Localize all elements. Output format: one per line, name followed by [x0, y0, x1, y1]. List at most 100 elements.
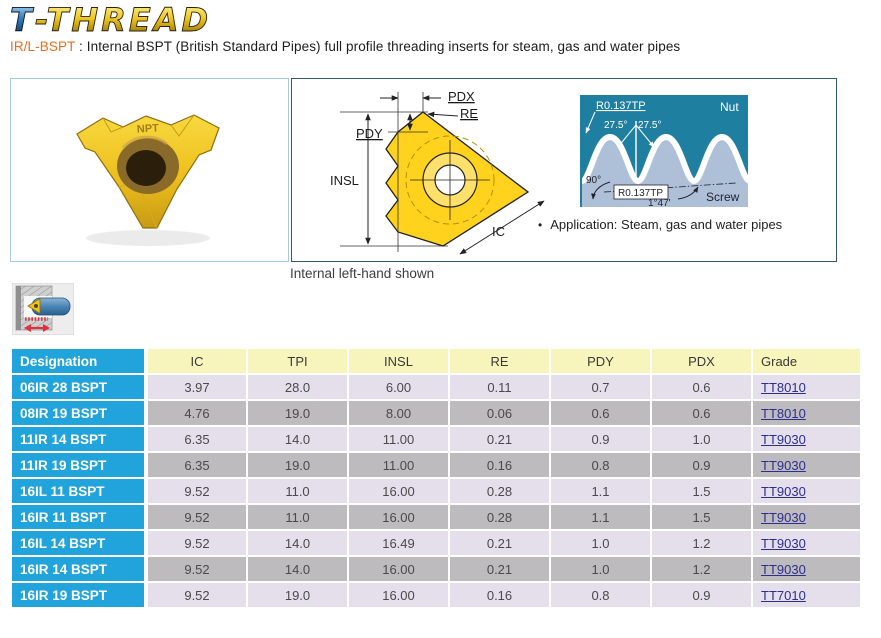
spec-value-cell: 0.6 — [650, 399, 753, 427]
header-re: RE — [448, 347, 551, 375]
t-thread-logo-image: T -THREAD — [10, 1, 209, 40]
grade-cell: TT9030 — [751, 555, 862, 583]
flank-angle-left-label: 27.5° — [604, 120, 627, 131]
spec-value-cell: 11.0 — [246, 503, 349, 531]
designation-cell: 16IL 14 BSPT — [10, 529, 148, 557]
spec-value-cell: 16.00 — [347, 477, 450, 505]
spec-value-cell: 9.52 — [145, 529, 248, 557]
application-note: • Application: Steam, gas and water pipes — [538, 217, 782, 232]
header-pdy: PDY — [549, 347, 652, 375]
grade-link[interactable]: TT9030 — [761, 535, 806, 551]
figure-caption: Internal left-hand shown — [290, 266, 435, 281]
header-tpi: TPI — [246, 347, 349, 375]
designation-cell: 06IR 28 BSPT — [10, 373, 148, 401]
pdy-dim-label: PDY — [356, 126, 383, 141]
subtitle-description: Internal BSPT (British Standard Pipes) f… — [86, 39, 681, 54]
spec-value-cell: 1.1 — [549, 477, 652, 505]
spec-value-cell: 1.1 — [549, 503, 652, 531]
spec-value-cell: 16.00 — [347, 555, 450, 583]
nut-label: Nut — [720, 100, 739, 114]
spec-value-cell: 0.16 — [448, 451, 551, 479]
thread-profile-image: R0.137TP Nut 27.5° 27.5° 90° R0.137TP 1°… — [580, 95, 748, 207]
table-row: 11IR 14 BSPT 6.35 14.0 11.00 0.21 0.9 1.0 TT903… — [10, 425, 862, 453]
spec-value-cell: 16.49 — [347, 529, 450, 557]
spec-value-cell: 19.0 — [246, 451, 349, 479]
grade-link[interactable]: TT7010 — [761, 587, 806, 603]
spec-value-cell: 0.9 — [650, 451, 753, 479]
grade-link[interactable]: TT9030 — [761, 457, 806, 473]
screw-label: Screw — [706, 190, 740, 204]
table-row: 11IR 19 BSPT 6.35 19.0 11.00 0.16 0.8 0.9 TT903… — [10, 451, 862, 479]
right-angle-label: 90° — [586, 175, 601, 186]
flank-angle-right-label: 27.5° — [638, 120, 661, 131]
spec-value-cell: 6.35 — [145, 451, 248, 479]
t-thread-logo: T -THREAD — [8, 1, 353, 43]
header-grade: Grade — [751, 347, 862, 375]
table-row: 16IR 11 BSPT 9.52 11.0 16.00 0.28 1.1 1.5 TT903… — [10, 503, 862, 531]
spec-value-cell: 11.00 — [347, 451, 450, 479]
spec-value-cell: 19.0 — [246, 399, 349, 427]
designation-cell: 16IR 14 BSPT — [10, 555, 148, 583]
grade-cell: TT9030 — [751, 503, 862, 531]
header-designation: Designation — [10, 347, 148, 375]
table-row: 16IL 11 BSPT 9.52 11.0 16.00 0.28 1.1 1.5 TT903… — [10, 477, 862, 505]
spec-value-cell: 0.21 — [448, 555, 551, 583]
logo-text-t: T — [10, 2, 35, 38]
insl-dim-label: INSL — [330, 173, 359, 188]
grade-cell: TT9030 — [751, 477, 862, 505]
spec-value-cell: 1.5 — [650, 477, 753, 505]
spec-value-cell: 11.0 — [246, 477, 349, 505]
spec-value-cell: 0.9 — [650, 581, 753, 609]
spec-value-cell: 1.0 — [650, 425, 753, 453]
header-ic: IC — [145, 347, 248, 375]
spec-value-cell: 1.5 — [650, 503, 753, 531]
spec-value-cell: 9.52 — [145, 581, 248, 609]
designation-cell: 16IR 11 BSPT — [10, 503, 148, 531]
grade-link[interactable]: TT9030 — [761, 561, 806, 577]
spec-value-cell: 0.21 — [448, 425, 551, 453]
table-row: 06IR 28 BSPT 3.97 28.0 6.00 0.11 0.7 0.6 TT8010 — [10, 373, 862, 401]
spec-value-cell: 9.52 — [145, 555, 248, 583]
grade-cell: TT8010 — [751, 399, 862, 427]
grade-cell: TT7010 — [751, 581, 862, 609]
spec-value-cell: 11.00 — [347, 425, 450, 453]
spec-value-cell: 4.76 — [145, 399, 248, 427]
header-pdx: PDX — [650, 347, 753, 375]
grade-link[interactable]: TT9030 — [761, 483, 806, 499]
spec-value-cell: 16.00 — [347, 581, 450, 609]
diagram-panel: INSL PDX RE PDY IC — [291, 78, 837, 262]
table-header-row: Designation IC TPI INSL RE PDY PDX Grade — [10, 347, 862, 375]
designation-cell: 11IR 14 BSPT — [10, 425, 148, 453]
dimension-diagram-image: INSL PDX RE PDY IC — [330, 89, 545, 255]
spec-value-cell: 0.06 — [448, 399, 551, 427]
grade-link[interactable]: TT8010 — [761, 405, 806, 421]
grade-cell: TT9030 — [751, 451, 862, 479]
table-row: 16IR 19 BSPT 9.52 19.0 16.00 0.16 0.8 0.9 TT701… — [10, 581, 862, 609]
spec-value-cell: 0.8 — [549, 581, 652, 609]
series-code: IR/L-BSPT — [10, 39, 76, 54]
ic-dim-label: IC — [492, 224, 505, 239]
re-dim-label: RE — [460, 106, 478, 121]
figure-panels: NPT — [10, 78, 837, 262]
spec-value-cell: 1.2 — [650, 529, 753, 557]
taper-angle-label: 1°47' — [648, 198, 671, 207]
designation-cell: 08IR 19 BSPT — [10, 399, 148, 427]
spec-value-cell: 1.0 — [549, 529, 652, 557]
spec-value-cell: 0.6 — [650, 373, 753, 401]
grade-cell: TT9030 — [751, 529, 862, 557]
spec-value-cell: 0.21 — [448, 529, 551, 557]
spec-value-cell: 9.52 — [145, 477, 248, 505]
spec-value-cell: 8.00 — [347, 399, 450, 427]
spec-value-cell: 0.9 — [549, 425, 652, 453]
grade-link[interactable]: TT9030 — [761, 431, 806, 447]
table-row: 16IL 14 BSPT 9.52 14.0 16.49 0.21 1.0 1.2 TT903… — [10, 529, 862, 557]
designation-cell: 16IR 19 BSPT — [10, 581, 148, 609]
grade-link[interactable]: TT8010 — [761, 379, 806, 395]
designation-cell: 11IR 19 BSPT — [10, 451, 148, 479]
spec-value-cell: 0.28 — [448, 503, 551, 531]
grade-link[interactable]: TT9030 — [761, 509, 806, 525]
insert-spec-table: Designation IC TPI INSL RE PDY PDX Grade… — [10, 347, 862, 609]
subtitle-separator: : — [75, 39, 87, 54]
radius-top-label: R0.137TP — [596, 100, 646, 112]
grade-cell: TT9030 — [751, 425, 862, 453]
